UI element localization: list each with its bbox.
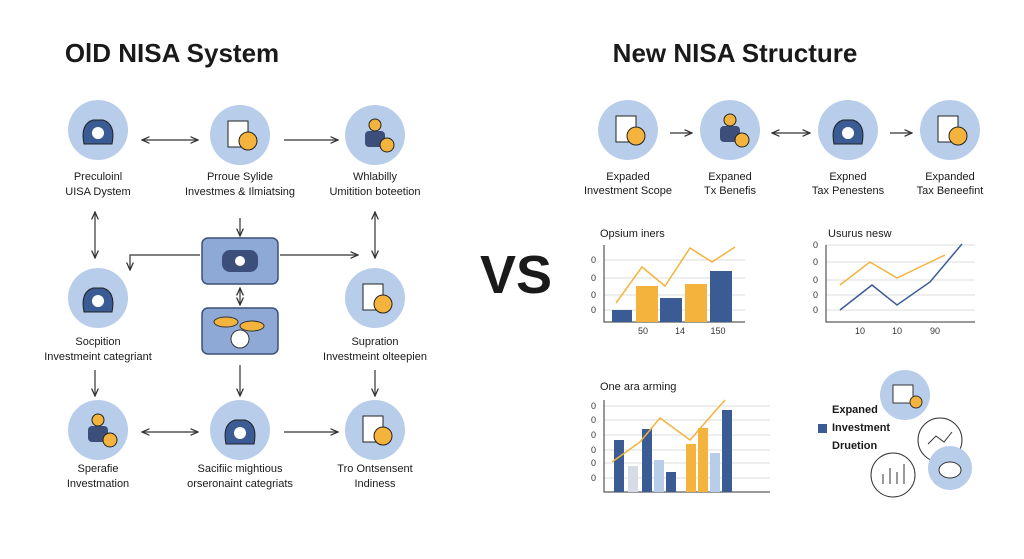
coin-icon [373, 294, 393, 314]
y-tick-label: 0 [591, 401, 596, 411]
coin-icon [234, 427, 246, 439]
y-tick-label: 0 [813, 305, 818, 315]
y-tick-label: 0 [591, 255, 596, 265]
node-label: Supration [351, 336, 398, 348]
chart-title: One ara arming [600, 381, 676, 393]
bar [654, 460, 664, 492]
node-label: Socpition [75, 336, 120, 348]
coin-icon [92, 295, 104, 307]
bar [698, 428, 708, 492]
chart-title: Opsium iners [600, 228, 665, 240]
x-tick-label: 50 [638, 326, 648, 336]
line [615, 246, 736, 304]
bar [636, 286, 658, 322]
node-label: Indiness [355, 478, 396, 490]
line [839, 243, 963, 311]
coin-icon [373, 426, 393, 446]
node-label: Expanded [925, 171, 975, 183]
node-label: Tx Benefis [704, 185, 756, 197]
node-label: Investment Scope [584, 185, 672, 197]
bar [722, 410, 732, 492]
chart-title: Usurus nesw [828, 228, 892, 240]
node-label: Investmeint categriant [44, 351, 152, 363]
bar [614, 440, 624, 492]
y-tick-label: 0 [591, 458, 596, 468]
line [611, 399, 726, 463]
y-tick-label: 0 [591, 430, 596, 440]
y-tick-label: 0 [591, 305, 596, 315]
bar [686, 444, 696, 492]
coin-icon [842, 127, 854, 139]
node-label: Umitition boteetion [329, 186, 420, 198]
y-tick-label: 0 [591, 273, 596, 283]
y-tick-label: 0 [591, 473, 596, 483]
head-icon [723, 113, 737, 127]
node-label: Investmes & Ilmiatsing [185, 186, 295, 198]
bar [660, 298, 682, 322]
bar [685, 284, 707, 322]
legend-label: Expaned [832, 404, 878, 416]
coin-icon [626, 126, 646, 146]
node-label: Expaded [606, 171, 649, 183]
head-icon [368, 118, 382, 132]
y-tick-label: 0 [591, 415, 596, 425]
new-title: New NISA Structure [613, 38, 858, 68]
node-label: Sacifiic mightious [198, 463, 283, 475]
node-label: Prroue Sylide [207, 171, 273, 183]
coin-icon [92, 127, 104, 139]
node-label: Preculoinl [74, 171, 122, 183]
line [839, 254, 946, 286]
old-arrows [95, 140, 375, 432]
node-label: UISA Dystem [65, 186, 130, 198]
coin-icon [379, 137, 395, 153]
y-tick-label: 0 [813, 240, 818, 250]
node-label: orseronaint categriats [187, 478, 293, 490]
center-boxes [201, 237, 279, 355]
y-tick-label: 0 [591, 445, 596, 455]
node-label: Expaned [708, 171, 751, 183]
node-label: Expned [829, 171, 866, 183]
x-tick-label: 14 [675, 326, 685, 336]
y-tick-label: 0 [813, 275, 818, 285]
y-tick-label: 0 [813, 257, 818, 267]
coin-icon [102, 432, 118, 448]
coin-icon [948, 126, 968, 146]
bar [642, 429, 652, 492]
bar [612, 310, 632, 322]
node-label: Tro Ontsensent [337, 463, 412, 475]
bar [666, 472, 676, 492]
bar [710, 453, 720, 492]
node-label: Investmeint olteepien [323, 351, 427, 363]
legend-label: Druetion [832, 440, 878, 452]
bar [628, 466, 638, 492]
node-label: Whlabilly [353, 171, 398, 183]
vs-label: VS [480, 245, 552, 305]
x-tick-label: 150 [710, 326, 725, 336]
bottom-right-icons [818, 370, 972, 498]
node-label: Tax Beneefint [917, 185, 984, 197]
legend-label: Investment [832, 422, 890, 434]
x-tick-label: 10 [892, 326, 902, 336]
old-title: OlD NISA System [65, 38, 279, 68]
coin-icon [734, 132, 750, 148]
node-label: Tax Penestens [812, 185, 885, 197]
y-tick-label: 0 [591, 290, 596, 300]
y-tick-label: 0 [813, 290, 818, 300]
head-icon [91, 413, 105, 427]
axis [825, 245, 975, 323]
node-label: Investmation [67, 478, 129, 490]
bar [710, 271, 732, 322]
x-tick-label: 90 [930, 326, 940, 336]
coin-icon [238, 131, 258, 151]
x-tick-label: 10 [855, 326, 865, 336]
node-label: Sperafie [78, 463, 119, 475]
